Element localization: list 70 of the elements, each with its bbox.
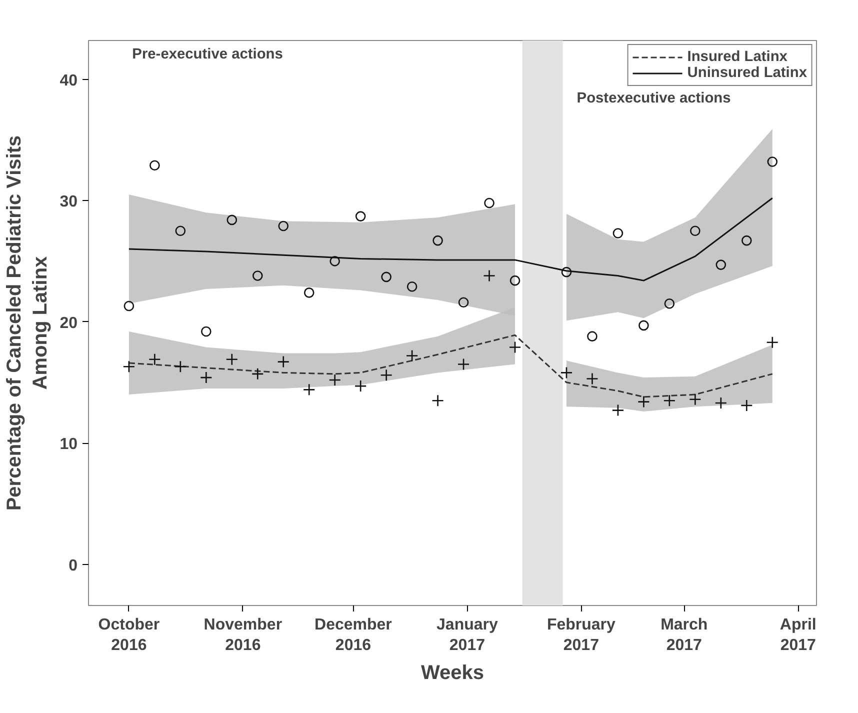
point [380,368,392,382]
line-series [128,334,774,398]
point [690,226,700,236]
point [458,297,469,308]
y-tick-label: 10 [60,436,78,454]
point [174,360,187,373]
y-axis-title: Percentage of Canceled Pediatric Visits Among Latinx [3,135,52,511]
point [124,300,134,312]
point [381,272,392,282]
point [716,260,726,270]
point [587,331,598,342]
point [432,235,443,246]
point [740,399,753,412]
point [767,156,778,167]
point [560,366,573,379]
point [483,270,496,282]
x-axis-title: Weeks [420,662,484,684]
point [663,394,676,407]
point [226,214,238,226]
point [302,384,316,396]
annotation: Pre-executive actions [132,46,283,62]
point [251,368,264,380]
point [689,393,702,406]
x-tick-label: February 2017 [546,616,616,654]
point [150,160,160,171]
point [278,220,289,232]
point [328,374,341,386]
point [484,198,494,208]
point [355,211,366,222]
point [510,275,520,286]
point [175,226,186,236]
point [406,350,418,362]
y-tick-label: 40 [60,72,78,90]
point [330,256,340,266]
point [200,371,212,384]
point [201,326,212,337]
point [406,281,418,292]
point [766,336,779,349]
point [277,356,290,368]
point [714,396,728,410]
legend-label: Uninsured Latinx [687,65,807,81]
point [226,353,238,366]
point [304,288,314,298]
y-tick-label: 0 [68,557,78,574]
point [122,360,136,373]
y-tick-label: 20 [60,314,78,332]
point [586,372,598,385]
x-tick-label: January 2017 [436,616,498,654]
point [638,320,649,331]
point [612,404,624,416]
x-tick-label: October 2016 [98,616,160,654]
point [561,266,572,278]
y-tick-label: 30 [60,194,78,211]
x-tick-label: March 2017 [660,616,708,654]
point [741,235,752,246]
point [508,341,522,354]
x-tick-label: November 2016 [204,616,282,654]
point [664,298,675,309]
x-tick-label: April 2017 [780,616,816,654]
point [612,228,624,238]
annotation: Postexecutive actions [576,90,731,106]
point [457,358,470,370]
point [252,270,263,281]
point [638,396,650,408]
point [354,380,367,392]
line-series [128,197,774,282]
point [432,394,444,407]
x-tick-label: December 2016 [314,616,392,654]
legend-label: Insured Latinx [687,49,788,65]
point [148,353,161,366]
